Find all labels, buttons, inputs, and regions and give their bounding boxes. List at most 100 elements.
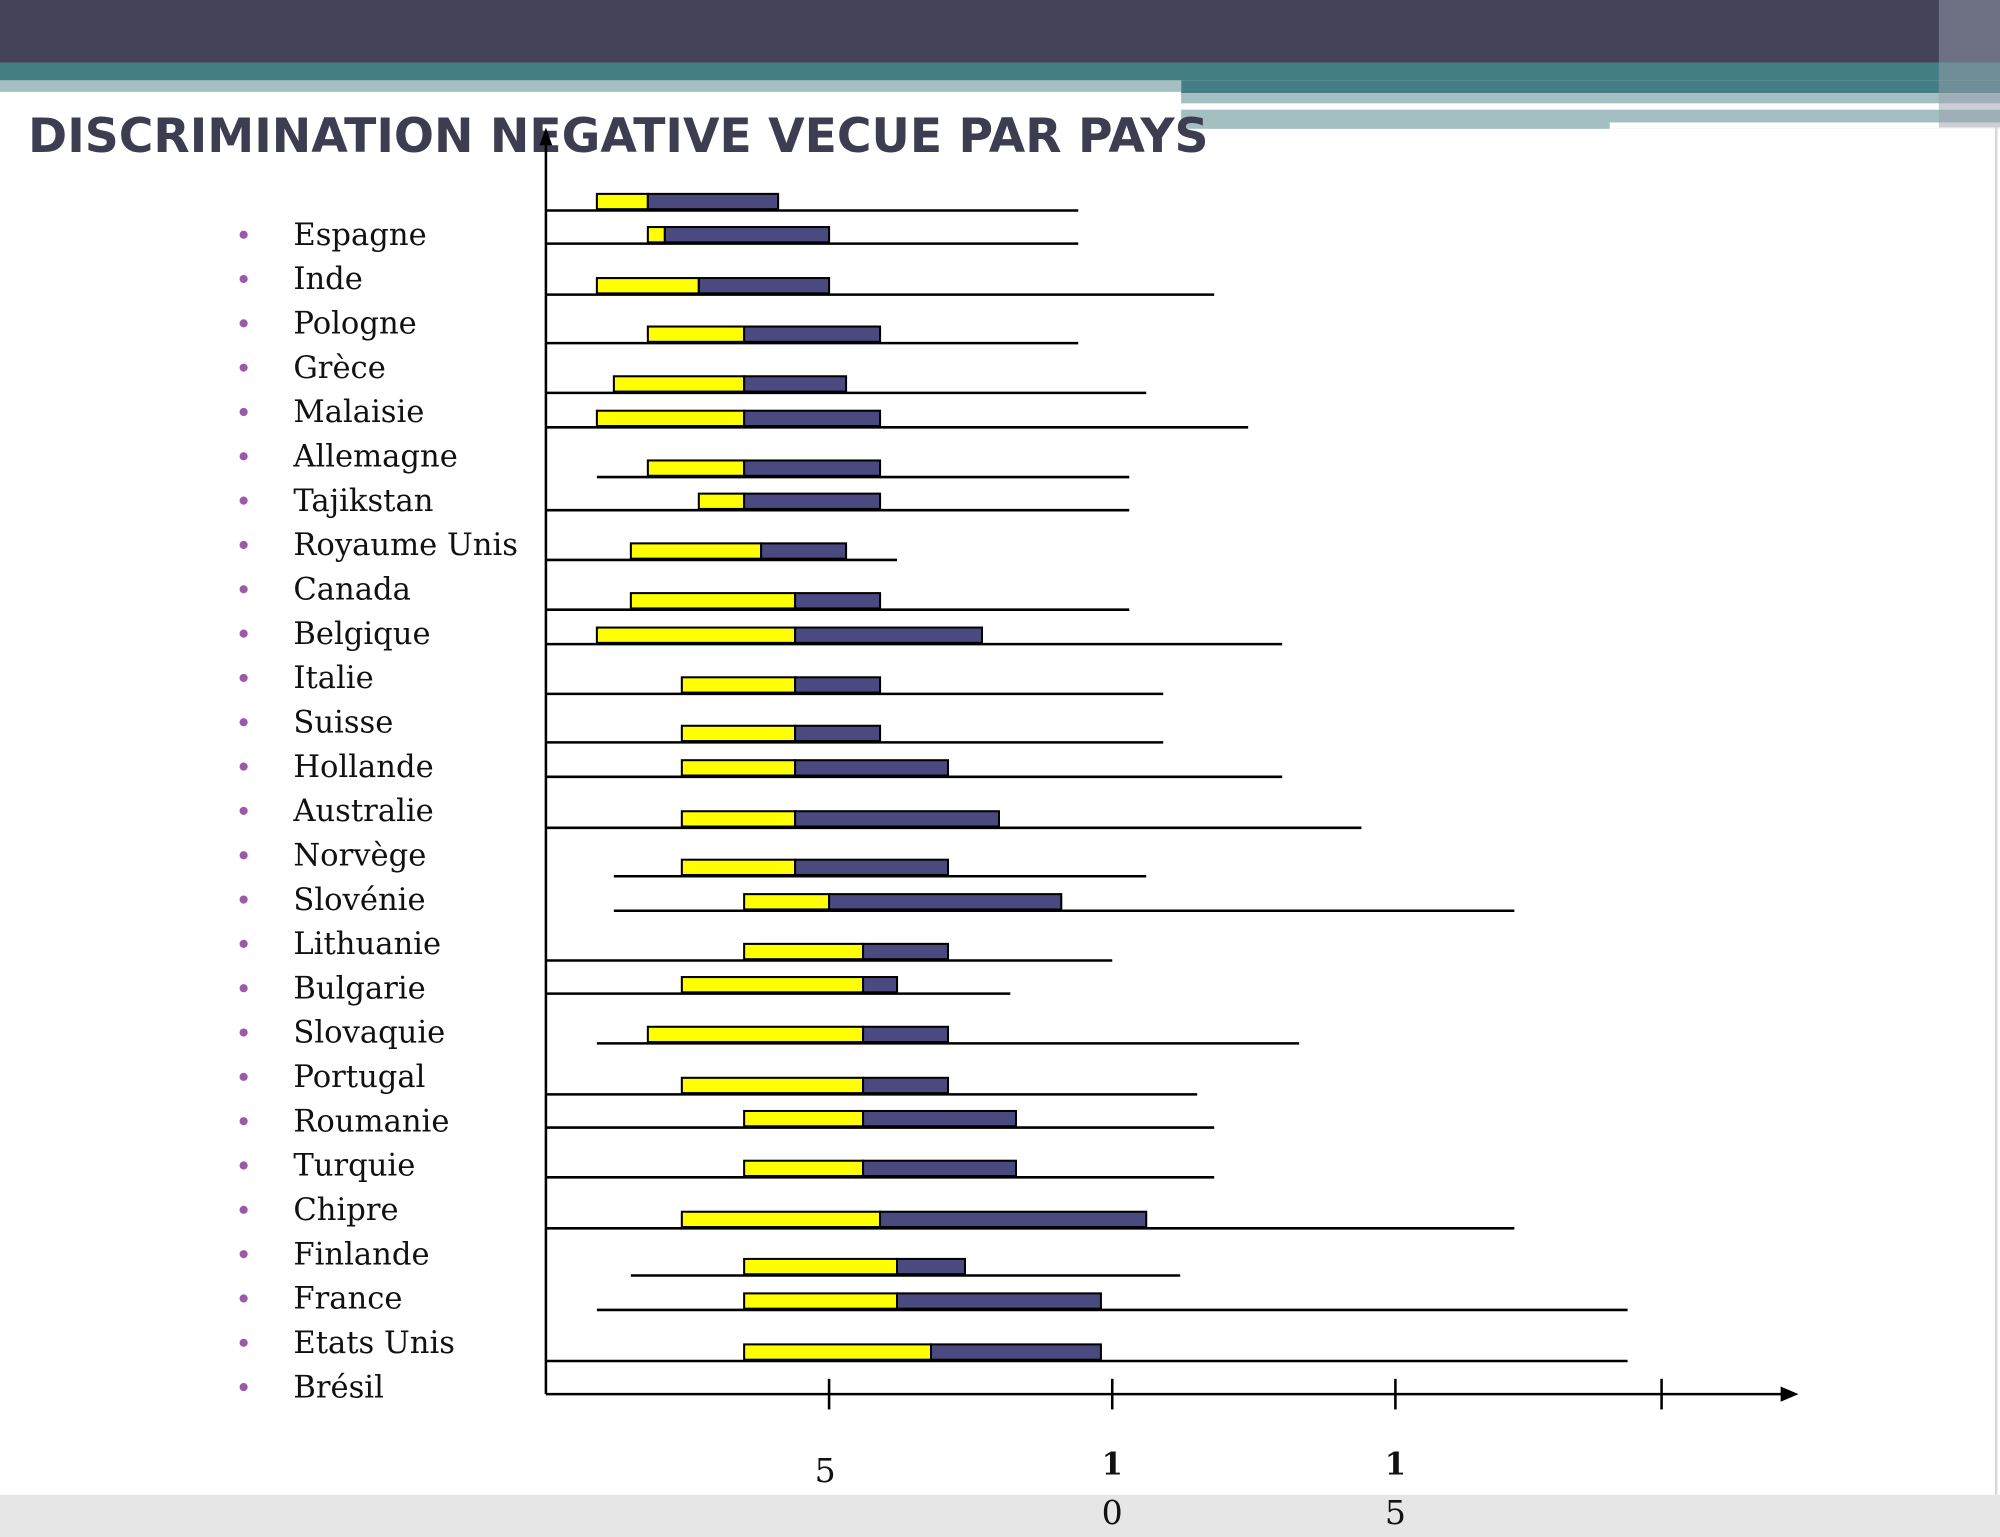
bar-yellow [743,893,831,911]
bullet-icon [239,762,248,771]
country-label: Hollande [293,750,433,785]
slide-title: DISCRIMINATION NEGATIVE VECUE PAR PAYS [28,109,1208,164]
chart: 5 1 0 1 5 [539,127,1799,1532]
bar-blue [794,724,882,743]
bullet-icon [239,1294,248,1303]
country-list: Espagne Inde Pologne Grèce Malaisie Allemagne… [239,218,518,1405]
country-label: Australie [292,794,433,829]
country-label: Etats Unis [293,1326,455,1361]
row-portugal [596,1025,1300,1045]
bar-blue [828,893,1063,911]
bar-yellow [646,226,666,244]
country-label: Tajikstan [293,484,433,519]
row-royaume-unis [545,492,1130,512]
country-label: Chipre [293,1193,398,1228]
country-label: Lithuanie [293,927,441,962]
bullet-icon [239,1383,248,1392]
bullet-icon [239,1028,248,1037]
bullet-icon [239,1072,248,1081]
country-label: Pologne [293,307,416,342]
header-teal-right [1181,80,2000,94]
row-grèce [545,325,1079,345]
country-label: Grèce [293,351,385,386]
bar-yellow [743,1159,865,1178]
country-label: Allemagne [292,440,458,475]
bar-blue [743,375,848,393]
bar-blue [794,676,882,694]
bullet-icon [239,718,248,727]
row-belgique [545,592,1130,611]
bar-blue [646,192,780,211]
bar-blue [862,942,950,961]
bar-blue [862,1159,1017,1178]
bar-blue [760,542,848,560]
country-label: Italie [293,661,373,696]
bar-yellow [680,858,797,877]
country-label: Turquie [293,1149,415,1184]
bullet-icon [239,1338,248,1347]
bullet-icon [239,895,248,904]
bullet-icon [239,984,248,993]
bar-yellow [629,542,763,560]
row-tajikstan [596,459,1130,479]
country-label: Slovénie [293,883,425,918]
row-france [630,1257,1181,1277]
bullet-icon [239,806,248,815]
bar-yellow [697,492,746,510]
row-lithuanie [613,893,1515,912]
row-finlande [545,1210,1515,1230]
bullet-icon [239,363,248,372]
bar-blue [896,1257,967,1276]
country-label: Inde [293,262,363,297]
y-axis-arrow-icon [539,127,553,146]
row-espagne [545,192,1079,212]
bar-blue [743,492,882,510]
row-turquie [545,1109,1215,1129]
bullet-icon [239,1161,248,1170]
bar-yellow [595,626,797,644]
row-slovaquie [545,976,1011,995]
row-roumanie [545,1076,1198,1096]
bar-yellow [743,942,865,961]
bar-yellow [680,1210,882,1229]
bar-blue [794,810,1000,828]
bullet-icon [239,319,248,328]
bar-yellow [680,1076,865,1095]
bar-blue [862,1109,1017,1128]
country-label: Canada [293,572,410,607]
x-tick-label: 1 [1102,1446,1123,1482]
row-slovénie [613,858,1147,878]
row-norvège [545,810,1362,830]
row-pologne [545,277,1215,296]
bar-blue [794,858,950,877]
x-tick-label: 1 [1385,1446,1406,1482]
bullet-icon [239,540,248,550]
row-bulgarie [545,942,1113,962]
country-label: Espagne [293,218,426,253]
row-malaisie [545,375,1147,395]
bullet-icon [239,274,248,284]
country-label: Suisse [293,705,393,740]
header-teal-band [0,62,2000,81]
bullet-icon [239,673,248,683]
header-dark-band [0,0,2000,63]
bar-yellow [743,1109,865,1128]
bullet-icon [239,939,248,948]
country-label: Belgique [293,617,430,652]
country-label: Norvège [293,838,426,873]
bar-yellow [646,459,746,477]
bar-yellow [646,325,746,343]
bar-yellow [680,724,797,743]
bar-blue [743,325,882,343]
country-label: Portugal [293,1060,425,1095]
country-label: Roumanie [293,1104,449,1139]
x-tick-label: 0 [1102,1493,1123,1532]
header-light-strip [1181,93,2000,104]
country-label: Royaume Unis [293,528,518,563]
row-australie [545,759,1283,779]
bullet-icon [239,1250,248,1259]
bullet-icon [239,629,248,638]
bar-blue [862,1076,950,1095]
